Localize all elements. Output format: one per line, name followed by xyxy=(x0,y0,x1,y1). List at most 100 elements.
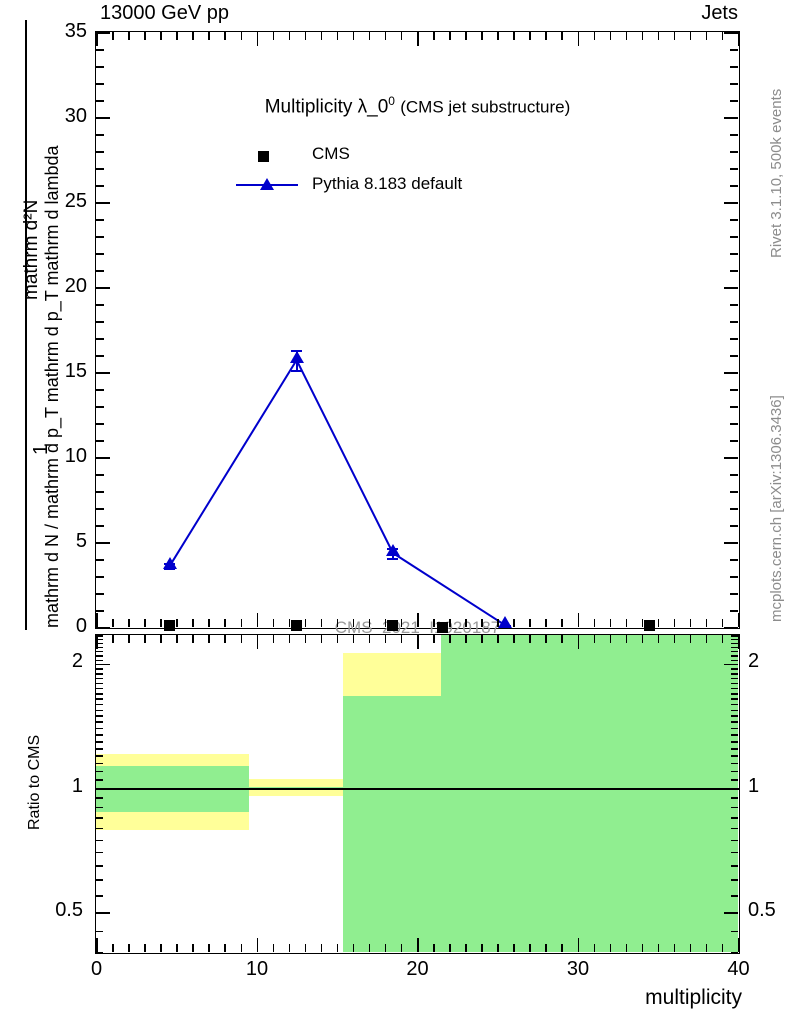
ratio-y-minor-tick xyxy=(96,839,103,842)
y-tick-label: 25 xyxy=(64,189,87,212)
y-tick-label: 0 xyxy=(75,614,87,637)
ratio-x-minor-tick-bottom xyxy=(400,944,403,952)
ratio-x-minor-tick-bottom xyxy=(673,944,676,952)
y-minor-tick xyxy=(96,83,104,85)
ratio-x-minor-tick-top xyxy=(288,635,291,643)
ratio-x-minor-tick-top xyxy=(368,635,371,643)
ratio-x-minor-tick-top xyxy=(384,635,387,643)
y-minor-tick-right xyxy=(730,508,738,510)
ratio-x-minor-tick-top xyxy=(529,635,531,643)
x-minor-tick-bottom xyxy=(465,619,467,627)
y-minor-tick xyxy=(96,151,104,153)
ratio-y-minor-tick xyxy=(96,865,103,867)
ratio-x-minor-tick-top xyxy=(561,635,563,643)
ratio-y-minor-tick-right xyxy=(731,635,738,637)
ratio-y-minor-tick-right xyxy=(731,734,738,736)
ratio-x-minor-tick-top xyxy=(160,635,162,643)
x-minor-tick-top xyxy=(689,32,692,40)
y-minor-tick xyxy=(96,66,104,68)
y-minor-tick xyxy=(96,406,104,408)
ratio-y-tick-label-right: 2 xyxy=(748,650,760,673)
y-minor-tick xyxy=(96,525,104,527)
x-minor-tick-bottom xyxy=(497,619,499,627)
y-minor-tick-right xyxy=(730,236,738,238)
ratio-y-minor-tick xyxy=(96,677,103,680)
ratio-y-major-tick xyxy=(96,663,110,666)
cms-data-point xyxy=(437,621,449,633)
side-captions: Rivet 3.1.10, 500k events mcplots.cern.c… xyxy=(748,0,786,630)
ratio-x-major-tick-top xyxy=(96,635,98,649)
ratio-y-minor-tick xyxy=(96,703,103,706)
x-minor-tick-top xyxy=(112,32,114,40)
x-minor-tick-top xyxy=(561,32,563,40)
y-minor-tick-right xyxy=(730,338,738,340)
ratio-x-minor-tick-bottom xyxy=(561,944,563,952)
x-minor-tick-bottom xyxy=(625,619,628,627)
x-minor-tick-bottom xyxy=(400,619,403,627)
y-axis-denominator: mathrm d N / mathrm d p_T mathrm d p_T m… xyxy=(42,145,62,629)
ratio-y-minor-tick-right xyxy=(731,646,738,649)
ratio-plot-panel xyxy=(95,634,740,954)
x-minor-tick-bottom xyxy=(224,619,226,627)
x-tick-label: 0 xyxy=(90,958,103,980)
ratio-y-minor-tick-right xyxy=(731,851,738,854)
ratio-y-major-tick-right xyxy=(724,912,738,914)
ratio-x-minor-tick-top xyxy=(112,635,114,643)
x-minor-tick-top xyxy=(657,32,660,40)
y-minor-tick-right xyxy=(730,304,738,306)
x-major-tick-bottom xyxy=(738,613,740,627)
ratio-y-minor-tick-right xyxy=(731,715,738,717)
y-minor-tick xyxy=(96,440,104,442)
y-minor-tick-right xyxy=(730,253,738,255)
x-minor-tick-top xyxy=(625,32,628,40)
y-minor-tick-right xyxy=(730,491,738,493)
x-minor-tick-bottom xyxy=(368,619,371,627)
y-minor-tick-right xyxy=(730,321,738,323)
ratio-y-minor-tick-right xyxy=(731,703,738,706)
ratio-y-minor-tick-right xyxy=(731,650,738,653)
x-minor-tick-bottom xyxy=(288,619,291,627)
ratio-x-minor-tick-bottom xyxy=(465,944,467,952)
y-tick-label: 5 xyxy=(75,529,87,552)
ratio-x-minor-tick-bottom xyxy=(689,944,692,952)
x-minor-tick-top xyxy=(368,32,371,40)
y-tick-label: 10 xyxy=(64,444,87,467)
ratio-x-minor-tick-top xyxy=(224,635,226,643)
ratio-band-inner xyxy=(441,635,738,952)
x-minor-tick-top xyxy=(673,32,676,40)
y-minor-tick xyxy=(96,491,104,493)
y-minor-tick-right xyxy=(730,474,738,476)
x-minor-tick-top xyxy=(336,32,339,40)
cms-data-point xyxy=(291,619,303,631)
ratio-x-minor-tick-bottom xyxy=(497,944,499,952)
y-tick-label: 30 xyxy=(64,104,87,127)
ratio-y-minor-tick xyxy=(96,727,103,730)
y-major-tick-right xyxy=(724,287,738,289)
ratio-x-minor-tick-top xyxy=(192,635,194,643)
legend-label-cms: CMS xyxy=(312,144,350,163)
ratio-y-major-tick xyxy=(96,788,110,790)
y-minor-tick-right xyxy=(730,355,738,357)
ratio-x-major-tick-bottom xyxy=(738,938,739,952)
y-minor-tick-right xyxy=(730,576,738,578)
y-minor-tick xyxy=(96,304,104,306)
mc-error-cap-bottom xyxy=(164,568,176,571)
ratio-x-minor-tick-top xyxy=(465,635,467,643)
x-minor-tick-bottom xyxy=(160,619,162,627)
ratio-y-minor-tick-right xyxy=(731,659,738,662)
ratio-y-minor-tick xyxy=(96,851,103,854)
y-minor-tick-right xyxy=(730,440,738,442)
x-minor-tick-bottom xyxy=(192,619,194,627)
x-minor-tick-bottom xyxy=(208,619,210,627)
ratio-x-minor-tick-bottom xyxy=(336,944,339,952)
y-minor-tick-right xyxy=(730,270,738,272)
x-minor-tick-bottom xyxy=(352,619,355,627)
ratio-y-minor-tick-right xyxy=(731,865,738,867)
ratio-x-minor-tick-top xyxy=(593,635,596,643)
ratio-y-minor-tick xyxy=(96,655,103,657)
ratio-y-minor-tick xyxy=(96,659,103,662)
ratio-y-minor-tick xyxy=(96,762,103,765)
x-minor-tick-bottom xyxy=(336,619,339,627)
ratio-x-minor-tick-top xyxy=(449,635,451,643)
